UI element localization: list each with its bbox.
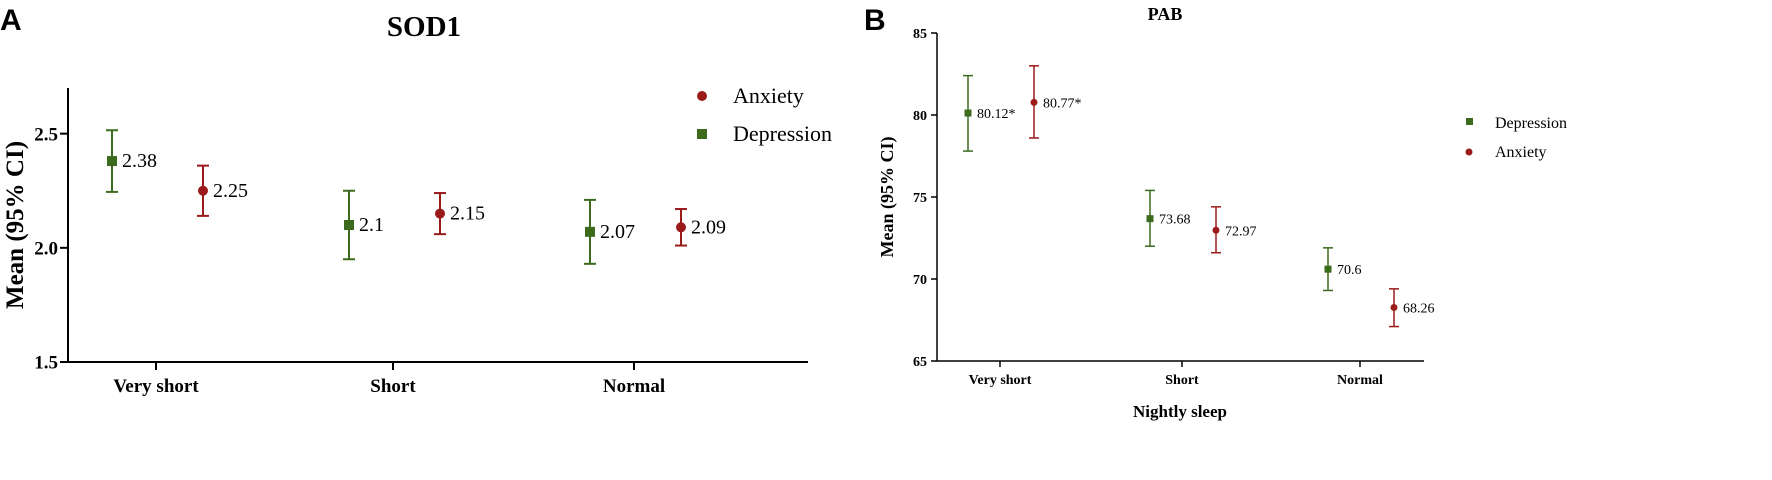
depression-value-label: 2.38 xyxy=(122,150,157,172)
panel-b-y-axis-label: Mean (95% CI) xyxy=(877,137,898,258)
depression-value-label: 70.6 xyxy=(1337,263,1362,278)
legend-anxiety-marker xyxy=(1465,148,1473,156)
panel-b-y-tick-label: 65 xyxy=(913,355,927,370)
panel-a-x-ticks: Very short Short Normal xyxy=(113,362,665,397)
anxiety-value-label: 2.25 xyxy=(213,180,248,202)
panel-b-anxiety-point-2: 72.97 xyxy=(1211,206,1257,254)
anxiety-value-label: 2.09 xyxy=(691,216,726,238)
anxiety-marker xyxy=(198,185,208,196)
panel-b-x-tick-label: Normal xyxy=(1337,373,1383,388)
anxiety-marker xyxy=(1030,98,1038,106)
legend-depression-marker xyxy=(1466,118,1473,125)
panel-b-y-tick-label: 85 xyxy=(913,27,927,42)
legend-anxiety-marker xyxy=(697,91,707,101)
panel-b-letter: B xyxy=(864,4,886,37)
legend-anxiety-label: Anxiety xyxy=(1495,144,1547,161)
panel-a-anxiety-point-2: 2.15 xyxy=(434,192,485,236)
panel-b-y-tick-label: 75 xyxy=(913,191,927,206)
panel-a-points: 2.38 2.1 2.07 2.25 2.15 2.09 xyxy=(106,129,726,265)
depression-marker xyxy=(1146,215,1154,223)
panel-b-anxiety-point-3: 68.26 xyxy=(1389,288,1435,328)
anxiety-marker xyxy=(676,222,686,233)
anxiety-value-label: 2.15 xyxy=(450,203,485,225)
panel-b-y-tick-label: 70 xyxy=(913,273,927,288)
panel-a-y-tick-label: 2.0 xyxy=(34,238,58,259)
panel-a-y-ticks: 1.5 2.0 2.5 xyxy=(34,124,68,374)
anxiety-marker xyxy=(1390,304,1398,312)
panel-a-anxiety-point-3: 2.09 xyxy=(675,208,726,247)
legend-depression-marker xyxy=(697,129,707,139)
panel-a-depression-point-2: 2.1 xyxy=(343,189,384,261)
panel-b-x-axis-label: Nightly sleep xyxy=(1133,402,1227,421)
depression-value-label: 2.1 xyxy=(359,214,384,236)
panel-b-x-ticks: Very short Short Normal xyxy=(969,361,1383,388)
panel-a-anxiety-point-1: 2.25 xyxy=(197,164,248,217)
panel-a-y-axis-label: Mean (95% CI) xyxy=(2,141,29,309)
anxiety-marker xyxy=(435,208,445,219)
panel-b-x-tick-label: Very short xyxy=(969,373,1032,388)
panel-b-anxiety-point-1: 80.77* xyxy=(1029,65,1082,139)
depression-marker xyxy=(585,226,595,237)
depression-value-label: 73.68 xyxy=(1159,213,1191,228)
anxiety-marker xyxy=(1212,226,1220,234)
panel-a-title: SOD1 xyxy=(387,11,461,43)
legend-depression-label: Depression xyxy=(1495,115,1567,132)
legend-anxiety-label: Anxiety xyxy=(733,83,804,108)
panel-a-x-tick-label: Short xyxy=(370,376,416,397)
panel-a-letter: A xyxy=(0,4,22,37)
panel-a-depression-point-3: 2.07 xyxy=(584,198,635,265)
anxiety-value-label: 68.26 xyxy=(1403,302,1435,317)
depression-value-label: 2.07 xyxy=(600,221,635,243)
panel-b-y-tick-label: 80 xyxy=(913,109,927,124)
panel-a-y-tick-label: 1.5 xyxy=(34,353,58,374)
panel-b-x-tick-label: Short xyxy=(1165,373,1199,388)
anxiety-value-label: 72.97 xyxy=(1225,224,1257,239)
panel-b: B PAB Mean (95% CI) Nightly sleep 65 70 75… xyxy=(864,4,1567,421)
depression-marker xyxy=(107,156,117,167)
panel-b-depression-point-1: 80.12* xyxy=(963,74,1016,152)
panel-b-depression-point-2: 73.68 xyxy=(1145,189,1191,247)
anxiety-value-label: 80.77* xyxy=(1043,96,1082,111)
panel-b-legend: Depression Anxiety xyxy=(1465,115,1567,161)
panel-a-y-tick-label: 2.5 xyxy=(34,124,58,145)
panel-b-title: PAB xyxy=(1148,4,1183,24)
panel-a-x-tick-label: Normal xyxy=(603,376,665,397)
depression-marker xyxy=(344,220,354,230)
depression-marker xyxy=(1324,265,1332,273)
legend-depression-label: Depression xyxy=(733,121,832,146)
panel-b-y-ticks: 65 70 75 80 85 xyxy=(913,27,937,370)
panel-b-points: 80.12* 73.68 70.6 80.77* 72.97 68.26 xyxy=(963,65,1435,328)
panel-a-legend: Anxiety Depression xyxy=(697,83,832,146)
depression-marker xyxy=(964,109,972,117)
panel-b-depression-point-3: 70.6 xyxy=(1323,247,1362,292)
depression-value-label: 80.12* xyxy=(977,107,1016,122)
panel-a-depression-point-1: 2.38 xyxy=(106,129,157,193)
panel-a: A SOD1 Mean (95% CI) 1.5 2.0 2.5 Very shor… xyxy=(0,4,832,397)
panel-a-x-tick-label: Very short xyxy=(113,376,199,397)
